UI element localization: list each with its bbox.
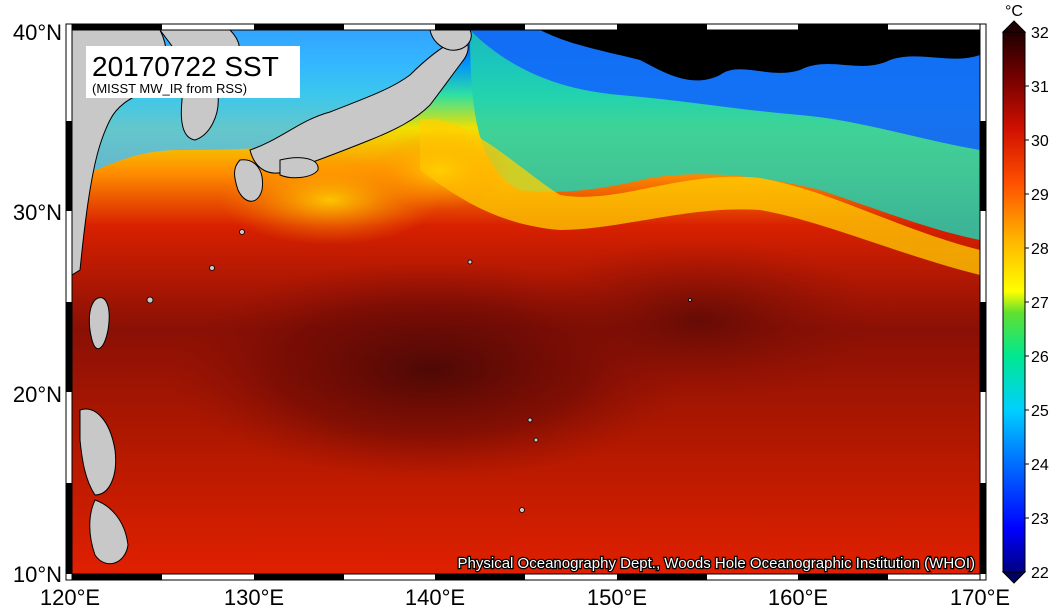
frame-tick (66, 121, 72, 211)
colorbar-unit: °C (1005, 3, 1023, 20)
colorbar: °C 32 31 30 29 28 27 26 25 24 23 22 (1001, 3, 1049, 584)
lat-label: 30°N (13, 200, 62, 225)
frame-tick (980, 483, 986, 574)
lat-label: 10°N (13, 562, 62, 587)
colorbar-label: 23 (1031, 511, 1049, 528)
lon-label: 150°E (587, 585, 647, 610)
islands (146, 229, 692, 513)
colorbar-label: 27 (1031, 295, 1049, 312)
island (688, 298, 692, 302)
frame-tick (435, 574, 525, 580)
lon-label: 120°E (40, 585, 100, 610)
lat-label: 20°N (13, 382, 62, 407)
japan-kyushu (234, 159, 264, 202)
frame-tick (254, 574, 344, 580)
hokkaido (429, 30, 472, 51)
frame-tick (980, 121, 986, 211)
credit-text: Physical Oceanography Dept., Woods Hole … (458, 555, 975, 572)
map-frame (65, 23, 987, 581)
lat-label: 40°N (13, 20, 62, 45)
colorbar-labels: 32 31 30 29 28 27 26 25 24 23 22 (1031, 25, 1049, 582)
island (533, 437, 539, 443)
lon-label: 170°E (950, 585, 1010, 610)
map-title: 20170722 SST (92, 51, 279, 82)
map-subtitle: (MISST MW_IR from RSS) (92, 81, 247, 96)
colorbar-bottom-arrow (1001, 571, 1027, 584)
philippines-luzon (79, 408, 117, 496)
colorbar-label: 22 (1031, 565, 1049, 582)
frame-tick (798, 574, 888, 580)
lon-label: 160°E (768, 585, 828, 610)
frame-tick (66, 302, 72, 392)
colorbar-label: 31 (1031, 79, 1049, 96)
japan-honshu (249, 38, 469, 174)
frame-ticks (66, 24, 986, 580)
island (519, 507, 525, 513)
colorbar-label: 32 (1031, 25, 1049, 42)
colorbar-label: 25 (1031, 403, 1049, 420)
colorbar-ticks (1025, 85, 1029, 519)
frame-outline (65, 23, 987, 581)
lon-label: 140°E (405, 585, 465, 610)
lon-label: 130°E (224, 585, 284, 610)
colorbar-label: 24 (1031, 457, 1049, 474)
japan-shikoku (279, 157, 319, 179)
philippines-south (89, 499, 129, 565)
frame-tick (72, 574, 162, 580)
colorbar-label: 26 (1031, 349, 1049, 366)
colorbar-label: 29 (1031, 187, 1049, 204)
lat-labels: 40°N 30°N 20°N 10°N (13, 20, 62, 587)
frame-tick (980, 302, 986, 392)
frame-tick (254, 24, 344, 30)
island (146, 296, 154, 304)
title-box: 20170722 SST (MISST MW_IR from RSS) (86, 46, 300, 98)
missing-data (540, 30, 980, 81)
title-background (86, 46, 300, 98)
lon-labels: 120°E 130°E 140°E 150°E 160°E 170°E (40, 585, 1010, 610)
island (527, 417, 533, 423)
frame-tick (66, 483, 72, 574)
taiwan (88, 297, 110, 350)
colorbar-label: 30 (1031, 133, 1049, 150)
island (209, 265, 215, 271)
frame-tick (617, 574, 707, 580)
colorbar-top-arrow (1001, 20, 1027, 33)
island (467, 259, 473, 265)
colorbar-label: 28 (1031, 241, 1049, 258)
warm-pool (520, 240, 880, 400)
frame-tick (617, 24, 707, 30)
yellow-patch (370, 130, 510, 210)
frame-tick (798, 24, 888, 30)
sst-field (72, 30, 980, 574)
front-yellow (420, 118, 980, 275)
colorbar-gradient (1002, 31, 1026, 573)
island (239, 229, 245, 235)
frame-tick (435, 24, 525, 30)
frame-tick (72, 24, 162, 30)
